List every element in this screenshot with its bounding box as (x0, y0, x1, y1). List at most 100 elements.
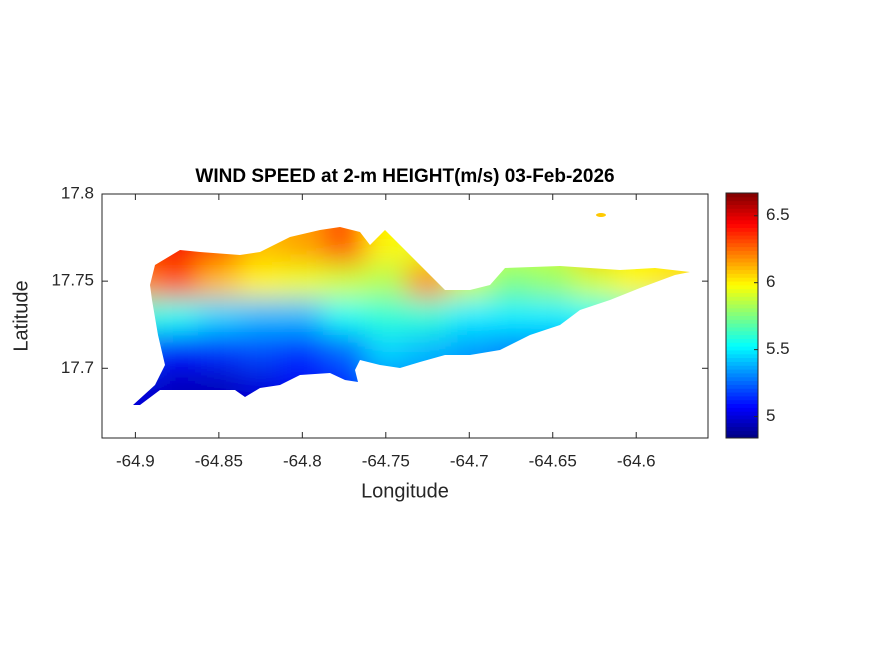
field-cell (239, 298, 282, 334)
field-cell (133, 298, 157, 334)
colorbar-step (726, 223, 758, 228)
field-cell (406, 333, 449, 369)
x-tick-label: -64.6 (617, 451, 656, 470)
field-cell (448, 333, 491, 369)
field-cell (323, 298, 365, 334)
field-cell (406, 263, 449, 299)
field (133, 213, 690, 405)
colorbar-step (726, 269, 758, 274)
field-cell (197, 263, 240, 299)
colorbar-step (726, 330, 758, 336)
field-cell (323, 263, 365, 299)
field-cell (657, 333, 690, 369)
colorbar-step (726, 219, 758, 225)
field-cell (490, 368, 532, 405)
colorbar-step (726, 338, 758, 343)
field-cell (281, 263, 324, 299)
colorbar-step (726, 292, 758, 297)
colorbar-step (726, 254, 758, 259)
colorbar-step (726, 277, 758, 282)
colorbar-step (726, 261, 758, 267)
colorbar-step (726, 384, 758, 389)
field-cell (156, 263, 198, 299)
colorbar-step (726, 315, 758, 320)
x-tick-label: -64.75 (362, 451, 410, 470)
x-tick-label: -64.8 (283, 451, 322, 470)
colorbar-step (726, 193, 758, 198)
field-cell (239, 263, 282, 299)
colorbar-step (726, 395, 758, 401)
colorbar-step (726, 235, 758, 240)
field-cell (657, 263, 690, 299)
colorbar-step (726, 361, 758, 366)
field-cell (615, 263, 658, 299)
colorbar-step (726, 422, 758, 428)
colorbar-step (726, 346, 758, 351)
colorbar-box (725, 192, 759, 439)
colorbar-step (726, 208, 758, 213)
y-tick-label: 17.75 (51, 271, 94, 290)
colorbar-tick-label: 6 (766, 272, 775, 291)
x-tick-label: -64.65 (529, 451, 577, 470)
x-axis-label: Longitude (361, 480, 449, 502)
colorbar-step (726, 204, 758, 209)
field-cell (448, 263, 491, 299)
y-axis-label: Latitude (10, 280, 32, 351)
field-cell (364, 333, 407, 369)
colorbar-tick-label: 5 (766, 406, 775, 425)
colorbar-step (726, 334, 758, 339)
colorbar-step (726, 196, 758, 202)
colorbar-step (726, 242, 758, 248)
colorbar-step (726, 273, 758, 278)
colorbar-step (726, 434, 758, 439)
colorbar-step (726, 380, 758, 385)
colorbar-step (726, 227, 758, 232)
colorbar-tick-label: 5.5 (766, 339, 790, 358)
x-tick-label: -64.85 (195, 451, 243, 470)
colorbar-step (726, 411, 758, 416)
colorbar-step (726, 372, 758, 378)
colorbar-step (726, 399, 758, 405)
colorbar-step (726, 418, 758, 424)
colorbar-step (726, 231, 758, 236)
colorbar-step (726, 403, 758, 408)
colorbar-step (726, 323, 758, 328)
field-cell (281, 298, 324, 334)
colorbar-step (726, 307, 758, 313)
chart-title: WIND SPEED at 2-m HEIGHT(m/s) 03-Feb-202… (195, 166, 614, 187)
colorbar-step (726, 281, 758, 286)
field-cell (156, 213, 198, 264)
axes-box (101, 193, 709, 439)
field-cell (657, 298, 690, 334)
colorbar-step (726, 365, 758, 370)
field-cell (156, 368, 198, 405)
field-cell (364, 263, 407, 299)
x-tick-label: -64.7 (450, 451, 489, 470)
field-cell (531, 298, 574, 334)
field-cell (281, 333, 324, 369)
field-cell (239, 333, 282, 369)
field-cell (573, 333, 616, 369)
y-tick-label: 17.7 (61, 358, 94, 377)
colorbar-step (726, 407, 758, 412)
field-cell (615, 213, 658, 264)
colorbar-step (726, 246, 758, 251)
field-cell (406, 368, 449, 405)
colorbar-step (726, 357, 758, 362)
field-clip (133, 213, 690, 405)
field-cell (448, 298, 491, 334)
colorbar-step (726, 326, 758, 332)
colorbar-step (726, 369, 758, 374)
colorbar-step (726, 415, 758, 420)
y-tick-label: 17.8 (61, 183, 94, 202)
colorbar-step (726, 304, 758, 309)
field-cell (490, 333, 532, 369)
field-cell (156, 333, 198, 369)
colorbar-step (726, 342, 758, 347)
colorbar-step (726, 349, 758, 355)
colorbar-step (726, 215, 758, 221)
colorbar-step (726, 392, 758, 397)
colorbar-step (726, 388, 758, 393)
colorbar-step (726, 212, 758, 217)
